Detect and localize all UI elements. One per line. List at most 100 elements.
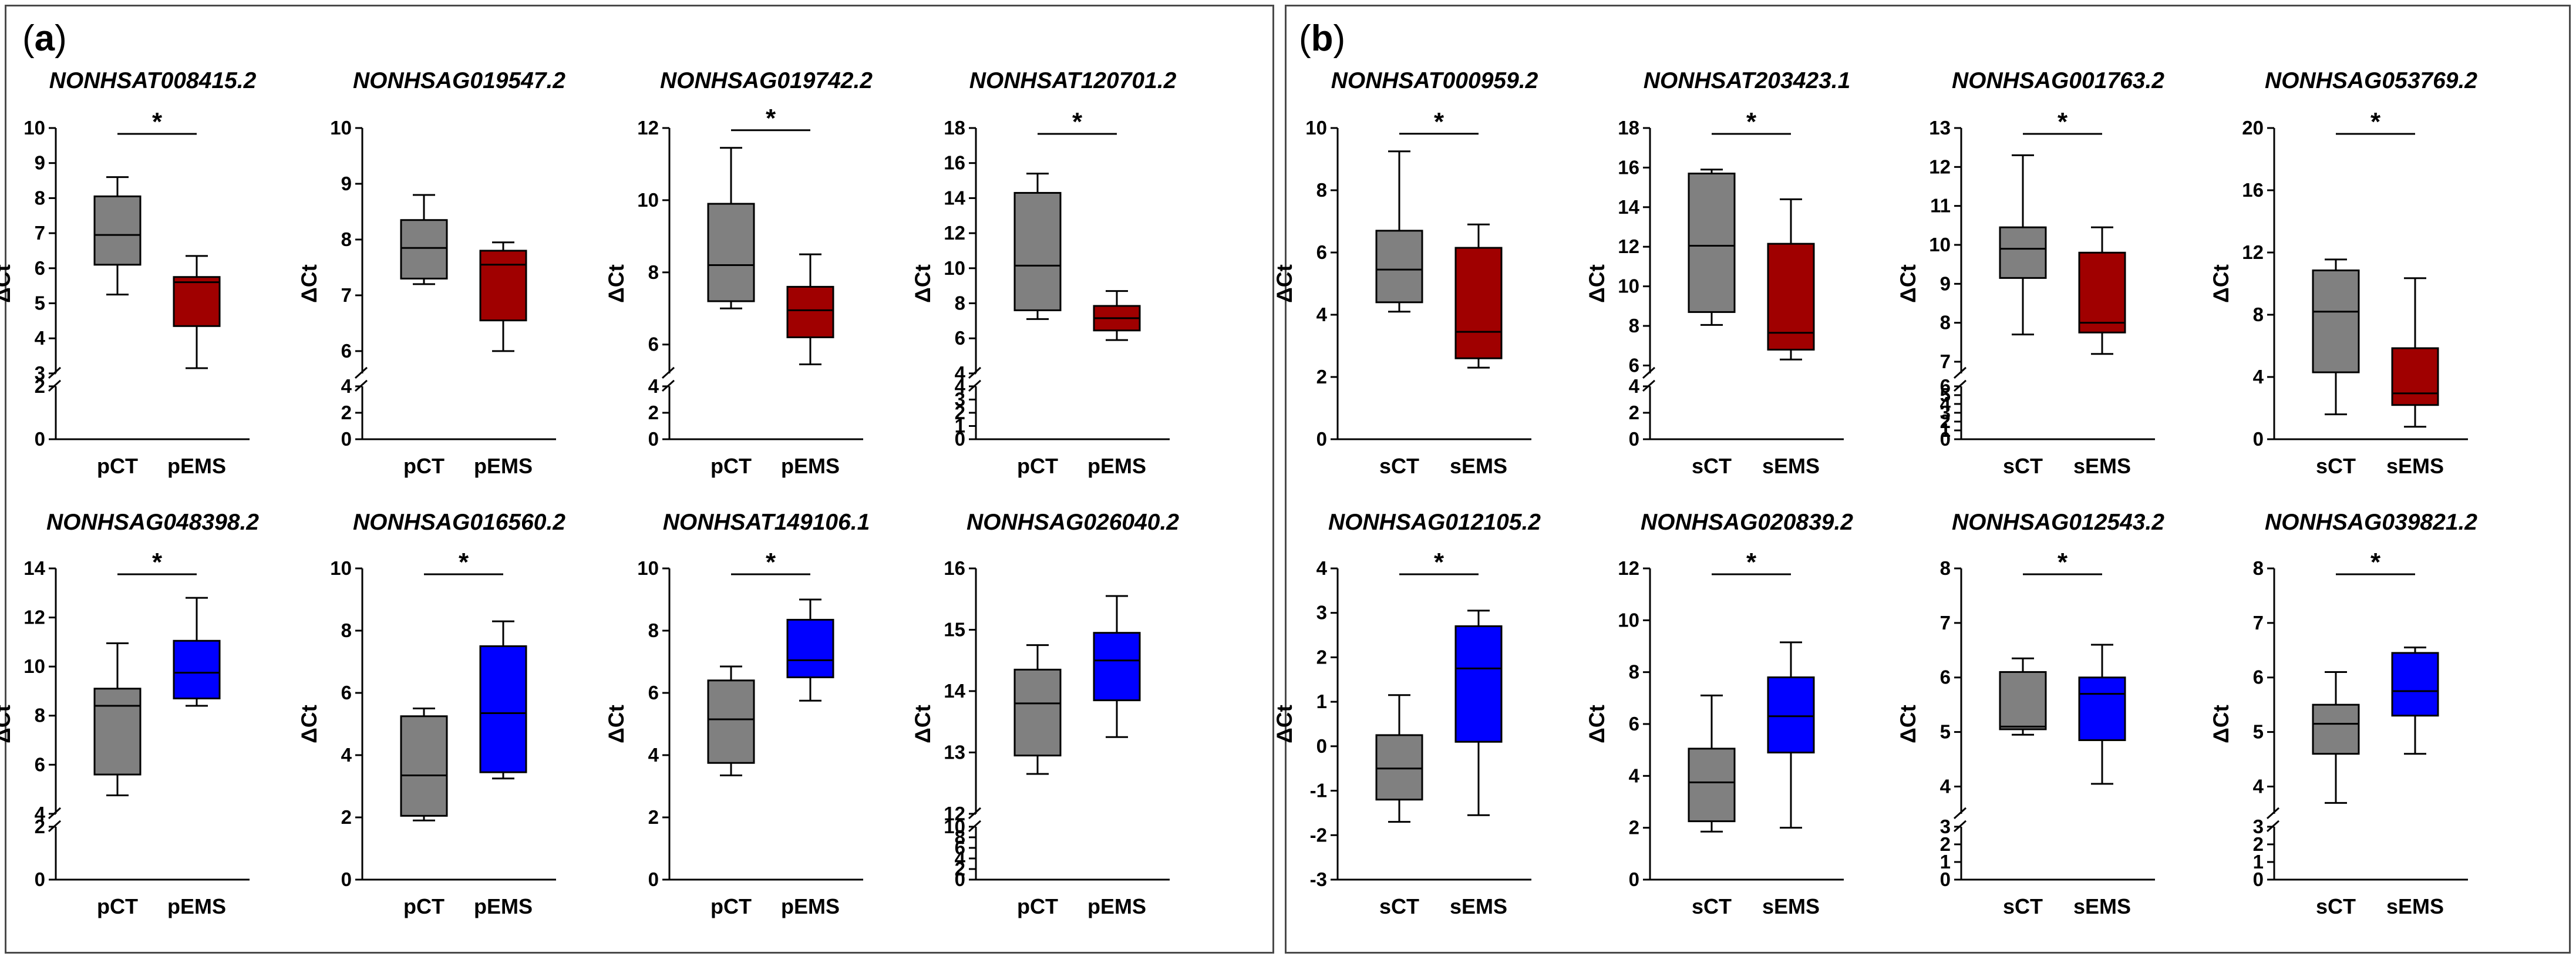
chart-nonhsag048398.2: 0 24 6 8 10 12 14 ΔCt NONHSAG048398.2 pCT pEMS * [0, 510, 259, 918]
x-category-label: sCT [1692, 894, 1732, 918]
y-tick-label: 10 [637, 189, 659, 211]
y-tick-label: 0 [955, 428, 965, 450]
y-tick-label: 16 [944, 152, 965, 174]
y-tick-label: 9 [35, 152, 45, 174]
y-tick-label: 14 [944, 680, 965, 702]
box-pems [479, 645, 527, 773]
box-pct [1013, 668, 1062, 757]
panel-a-frame [5, 5, 1274, 954]
x-category-label: pEMS [167, 894, 226, 918]
x-category-label: pEMS [474, 894, 533, 918]
y-tick-label: 6 [1940, 375, 1951, 397]
x-category-label: sEMS [2073, 454, 2131, 478]
x-category-label: sEMS [2386, 454, 2444, 478]
box-pems [479, 250, 527, 322]
y-tick-label: 6 [648, 334, 659, 355]
box-pems [786, 285, 834, 338]
y-tick-label: 10 [1618, 609, 1639, 631]
y-tick-label: 7 [1940, 351, 1951, 372]
box-sct [1999, 671, 2047, 730]
box-sct [1688, 173, 1736, 313]
y-tick-label: 1 [2253, 851, 2264, 873]
significance-star: * [2370, 107, 2381, 136]
y-tick-label: 9 [341, 173, 352, 194]
gene-title: NONHSAG026040.2 [967, 510, 1179, 535]
y-tick-label: 0 [341, 868, 352, 890]
y-tick-label: 2 [648, 402, 659, 423]
y-tick-label: 4 [2253, 775, 2264, 797]
significance-star: * [1434, 548, 1444, 577]
y-tick-label: 16 [944, 557, 965, 579]
y-tick-label: 8 [341, 228, 352, 250]
y-tick-label: 6 [341, 682, 352, 703]
box-sems [2078, 676, 2126, 742]
y-tick-label: -2 [1310, 824, 1327, 846]
y-tick-label: 4 [1940, 393, 1951, 415]
y-tick-label: 4 [648, 375, 659, 397]
y-tick-label: 8 [2253, 557, 2264, 579]
y-tick-label: 0 [2253, 868, 2264, 890]
y-tick-label: 8 [35, 187, 45, 208]
chart-nonhsag016560.2: 0 2 4 6 8 10 ΔCt NONHSAG016560.2 pCT pEMS * [297, 510, 565, 918]
significance-star: * [2370, 548, 2381, 577]
y-tick-label: 6 [35, 753, 45, 775]
gene-title: NONHSAG016560.2 [353, 510, 565, 535]
x-category-label: pEMS [1087, 894, 1146, 918]
x-category-label: sCT [2003, 894, 2043, 918]
x-category-label: pEMS [781, 454, 840, 478]
box-sct [1999, 226, 2047, 279]
y-tick-label: 8 [1940, 557, 1951, 579]
x-category-label: sEMS [1450, 894, 1507, 918]
y-tick-label: 6 [1316, 241, 1327, 263]
chart-nonhsag053769.2: 0 4 8 12 16 20 ΔCt NONHSAG053769.2 sCT sEMS * [2209, 68, 2477, 478]
y-tick-label: 8 [648, 619, 659, 641]
y-tick-label: 6 [1629, 354, 1639, 376]
gene-title: NONHSAG020839.2 [1641, 510, 1853, 535]
x-category-label: pEMS [474, 454, 533, 478]
axis-break-mark [2266, 807, 2280, 820]
box-pems [786, 618, 834, 678]
y-tick-label: 14 [1618, 196, 1639, 218]
box-sct [1375, 734, 1423, 801]
chart-nonhsag012105.2: -3 -2 -1 0 1 2 3 4 ΔCt NONHSAG012105.2 sCT sEMS * [1272, 510, 1541, 918]
y-tick-label: 4 [35, 327, 46, 349]
significance-star: * [2058, 548, 2068, 577]
y-tick-label: 11 [1930, 195, 1951, 217]
chart-nonhsat149106.1: 0 2 4 6 8 10 ΔCt NONHSAT149106.1 pCT pEMS * [604, 510, 870, 918]
y-tick-label: 8 [35, 705, 45, 726]
y-tick-label: 0 [2253, 428, 2264, 450]
x-category-label: pCT [1017, 894, 1058, 918]
y-tick-label: 6 [341, 340, 352, 362]
y-tick-label: 12 [23, 607, 45, 628]
box-pct [707, 203, 755, 302]
y-axis-label: ΔCt [1896, 705, 1920, 743]
y-tick-label: 0 [341, 428, 352, 450]
y-tick-label: 2 [955, 402, 965, 423]
gene-title: NONHSAT120701.2 [969, 68, 1177, 93]
significance-star: * [1746, 107, 1757, 136]
axis-break-mark [661, 366, 675, 379]
y-tick-label: 1 [1940, 419, 1951, 441]
y-axis-label: ΔCt [1272, 264, 1297, 303]
x-category-label: pEMS [781, 894, 840, 918]
y-tick-label: 0 [955, 868, 965, 890]
y-tick-label: 16 [1618, 156, 1639, 178]
x-category-label: sEMS [2386, 894, 2444, 918]
gene-title: NONHSAG053769.2 [2265, 68, 2477, 93]
y-tick-label: 10 [944, 257, 965, 279]
y-tick-label: 13 [944, 741, 965, 763]
significance-star: * [2058, 107, 2068, 136]
y-tick-label: 2 [1316, 366, 1327, 388]
y-tick-label: 5 [2253, 721, 2264, 743]
y-axis-label: ΔCt [2209, 264, 2233, 303]
y-tick-label: 4 [341, 744, 352, 766]
x-category-label: sEMS [1762, 454, 1820, 478]
x-category-label: pCT [710, 894, 752, 918]
y-tick-label: 8 [1629, 315, 1639, 336]
panel-a-label: (a) [22, 18, 67, 59]
y-tick-label: 4 [1316, 304, 1328, 325]
